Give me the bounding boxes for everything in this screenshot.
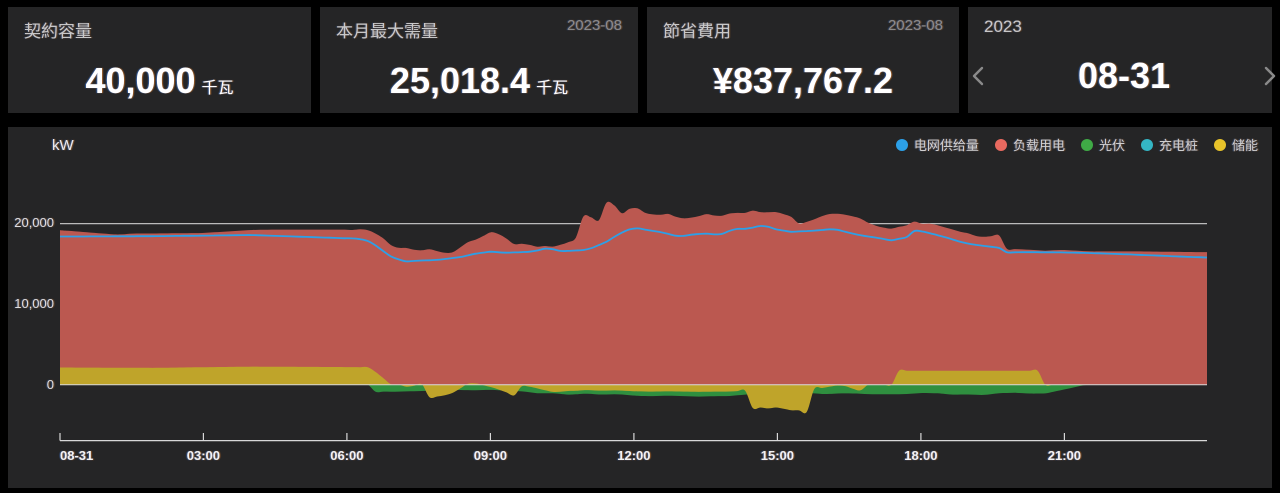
svg-text:15:00: 15:00: [761, 448, 794, 463]
svg-text:12:00: 12:00: [617, 448, 650, 463]
svg-text:03:00: 03:00: [187, 448, 220, 463]
svg-text:08-31: 08-31: [60, 448, 93, 463]
svg-text:0: 0: [47, 377, 54, 392]
svg-text:09:00: 09:00: [474, 448, 507, 463]
svg-text:20,000: 20,000: [14, 215, 54, 230]
svg-text:21:00: 21:00: [1048, 448, 1081, 463]
svg-text:18:00: 18:00: [904, 448, 937, 463]
svg-text:06:00: 06:00: [330, 448, 363, 463]
svg-text:10,000: 10,000: [14, 296, 54, 311]
